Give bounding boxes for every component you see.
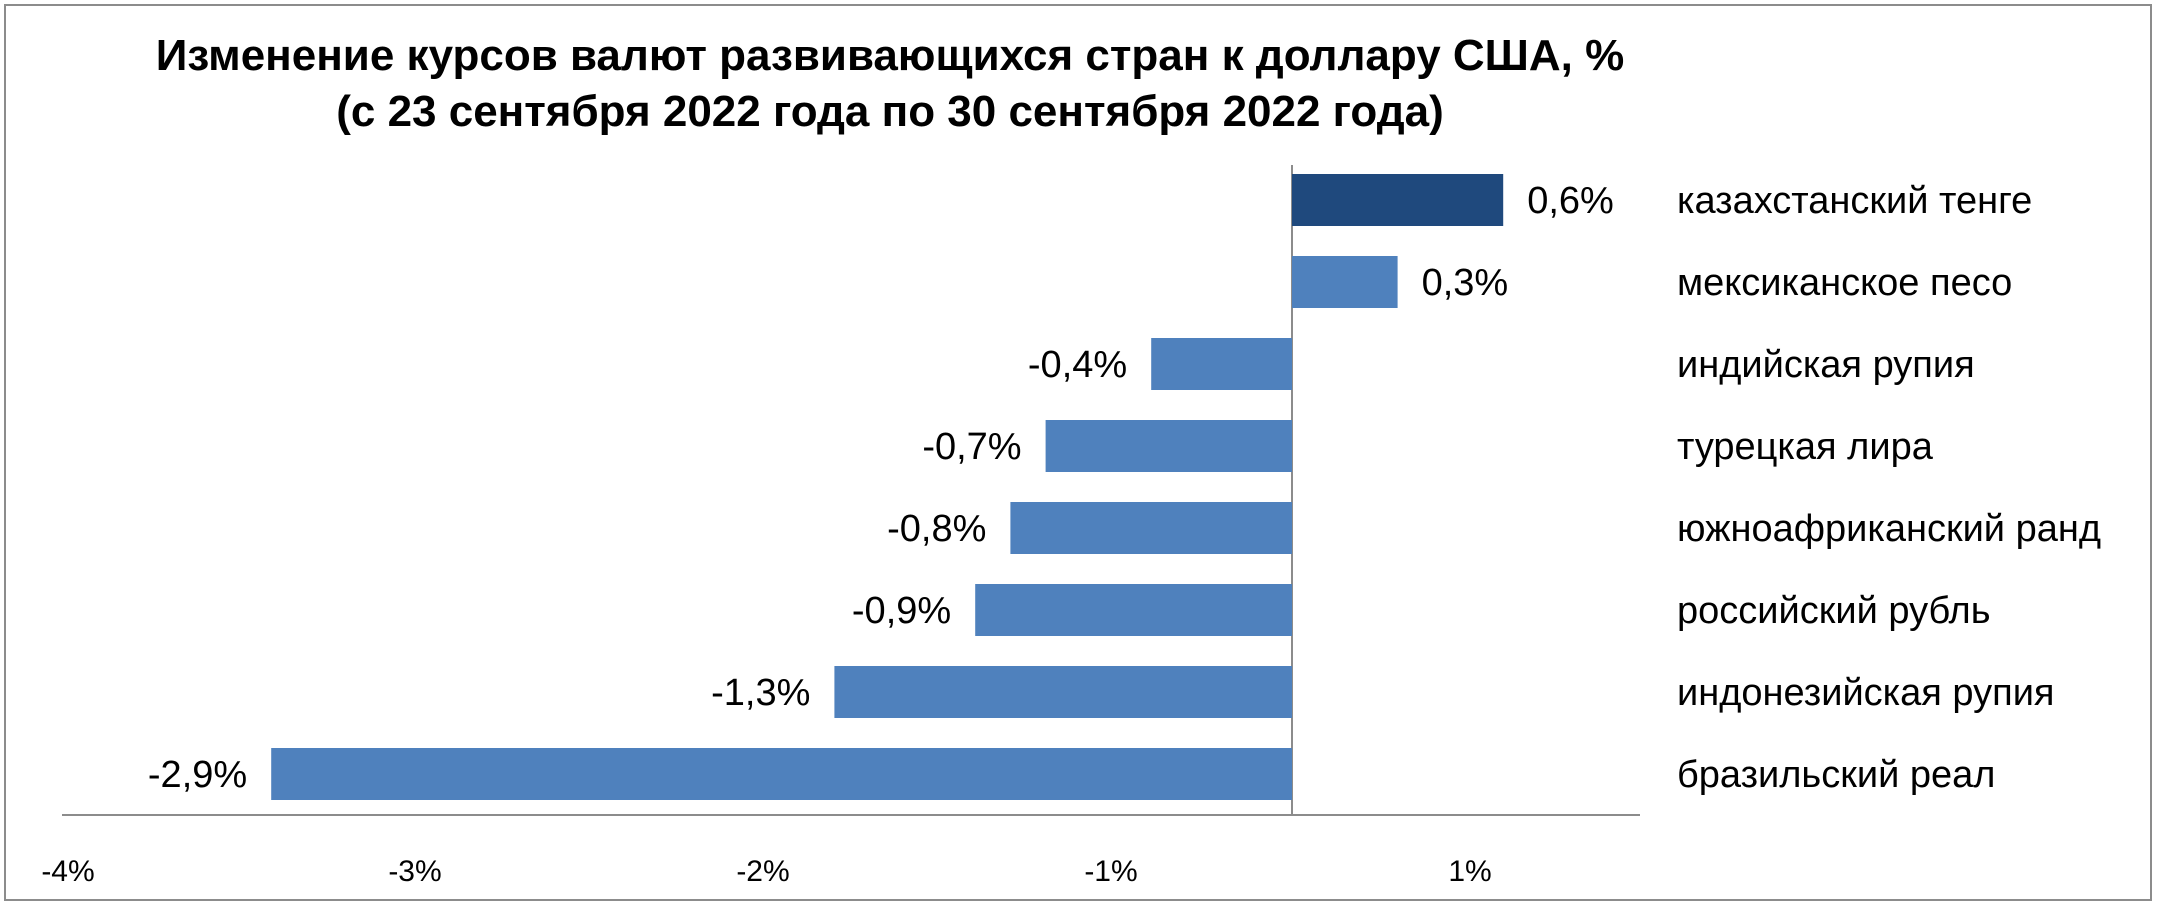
bar [1292, 174, 1504, 226]
bar [1292, 256, 1398, 308]
data-label: -0,4% [1028, 344, 1127, 386]
x-tick-label: -2% [736, 855, 789, 888]
bar [975, 584, 1292, 636]
category-label: казахстанский тенге [1677, 180, 2032, 222]
bar [1010, 502, 1292, 554]
category-label: южноафриканский ранд [1677, 508, 2101, 550]
x-tick-label: -3% [388, 855, 441, 888]
x-tick-label: -1% [1084, 855, 1137, 888]
data-label: -0,8% [887, 508, 986, 550]
data-label: -0,7% [922, 426, 1021, 468]
x-tick-label: 1% [1448, 855, 1491, 888]
category-label: мексиканское песо [1677, 262, 2012, 304]
chart-subtitle: (с 23 сентября 2022 года по 30 сентября … [336, 87, 1444, 136]
x-tick-label: -4% [41, 855, 94, 888]
data-label: 0,6% [1527, 180, 1614, 222]
chart-title: Изменение курсов валют развивающихся стр… [0, 28, 1780, 140]
data-label: 0,3% [1422, 262, 1509, 304]
chart-title-line1: Изменение курсов валют развивающихся стр… [155, 31, 1625, 80]
bar [271, 748, 1292, 800]
category-label: индонезийская рупия [1677, 672, 2055, 714]
bar [834, 666, 1292, 718]
category-label: турецкая лира [1677, 426, 1934, 468]
bar [1045, 420, 1292, 472]
data-label: -2,9% [148, 754, 247, 796]
category-label: российский рубль [1677, 590, 1991, 632]
data-label: -0,9% [852, 590, 951, 632]
bar [1151, 338, 1292, 390]
category-label: индийская рупия [1677, 344, 1975, 386]
data-label: -1,3% [711, 672, 810, 714]
category-label: бразильский реал [1677, 754, 1995, 796]
